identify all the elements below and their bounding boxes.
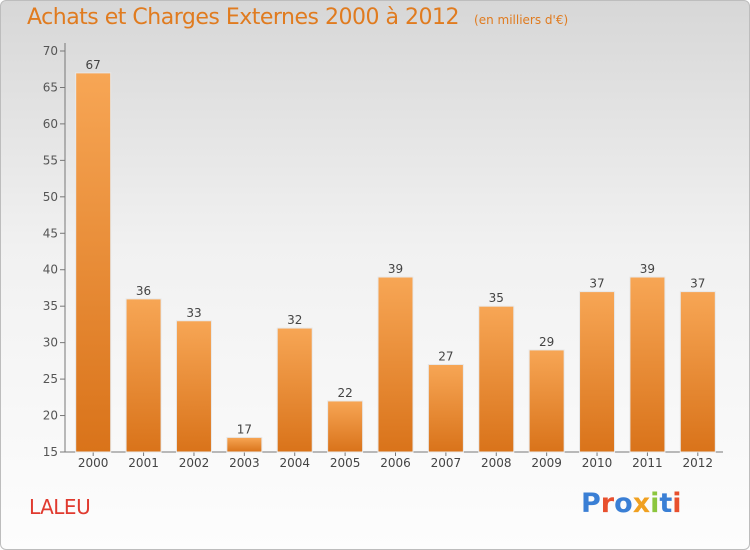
title-row: Achats et Charges Externes 2000 à 2012 (…	[27, 5, 568, 30]
x-tick-label: 2003	[229, 456, 260, 470]
bar-value-label: 39	[388, 262, 403, 276]
chart-axes: 15 20 25 30 35 40 45 50 55 60 65 70 2000 2001 2002 2003…	[43, 43, 723, 470]
logo-letter: i	[650, 488, 660, 519]
x-tick-label: 2001	[128, 456, 159, 470]
proxiti-logo[interactable]: Proxiti	[581, 488, 682, 519]
bar-2002[interactable]	[175, 320, 212, 453]
y-tick-label: 55	[43, 153, 58, 167]
y-tick-label: 35	[43, 299, 58, 313]
bar-value-label: 36	[136, 284, 151, 298]
bar-2005[interactable]	[327, 400, 364, 453]
x-tick-label: 2000	[78, 456, 109, 470]
y-tick-label: 15	[43, 445, 58, 459]
bar-value-label: 67	[86, 58, 101, 72]
x-tick-label: 2005	[330, 456, 361, 470]
bar-2007[interactable]	[427, 364, 464, 453]
logo-letter: i	[672, 488, 682, 519]
bar-2011[interactable]	[629, 276, 666, 453]
logo-letter: P	[581, 488, 601, 519]
chart-bars: 67 36 33 17 32 22 39 27 35 29 37 39 37	[75, 58, 716, 453]
bar-2009[interactable]	[528, 349, 565, 453]
logo-letter: r	[600, 488, 615, 519]
bar-value-label: 29	[539, 335, 554, 349]
x-tick-label: 2002	[179, 456, 210, 470]
bar-value-label: 39	[640, 262, 655, 276]
bar-2008[interactable]	[478, 305, 515, 453]
y-tick-label: 65	[43, 80, 58, 94]
town-name: LALEU	[29, 495, 91, 519]
bar-value-label: 32	[287, 313, 302, 327]
bar-value-label: 27	[438, 350, 453, 364]
x-tick-label: 2010	[582, 456, 613, 470]
y-tick-label: 20	[43, 409, 58, 423]
bar-2010[interactable]	[579, 291, 616, 453]
y-tick-label: 40	[43, 263, 58, 277]
x-tick-label: 2011	[632, 456, 663, 470]
x-tick-label: 2009	[531, 456, 562, 470]
bar-value-label: 35	[489, 291, 504, 305]
y-tick-label: 30	[43, 336, 58, 350]
bar-value-label: 22	[337, 386, 352, 400]
x-tick-label: 2012	[683, 456, 714, 470]
bar-2004[interactable]	[276, 327, 313, 453]
y-tick-label: 25	[43, 372, 58, 386]
x-tick-label: 2006	[380, 456, 411, 470]
bar-value-label: 33	[186, 306, 201, 320]
bar-2012[interactable]	[679, 291, 716, 453]
logo-letter: o	[614, 488, 633, 519]
bar-2000[interactable]	[75, 72, 112, 453]
chart-title: Achats et Charges Externes 2000 à 2012	[27, 5, 459, 30]
bar-value-label: 37	[690, 277, 705, 291]
bar-2001[interactable]	[125, 298, 162, 453]
bar-2006[interactable]	[377, 276, 414, 453]
y-tick-label: 50	[43, 190, 58, 204]
x-tick-label: 2007	[431, 456, 462, 470]
x-tick-label: 2008	[481, 456, 512, 470]
bar-value-label: 17	[237, 422, 252, 436]
chart-subtitle: (en milliers d'€)	[474, 13, 569, 27]
logo-letter: x	[632, 488, 651, 519]
x-tick-label: 2004	[279, 456, 310, 470]
logo-letter: t	[659, 488, 673, 519]
bar-value-label: 37	[589, 277, 604, 291]
y-tick-label: 45	[43, 226, 58, 240]
y-tick-label: 60	[43, 117, 58, 131]
bar-2003[interactable]	[226, 436, 263, 453]
y-tick-label: 70	[43, 44, 58, 58]
